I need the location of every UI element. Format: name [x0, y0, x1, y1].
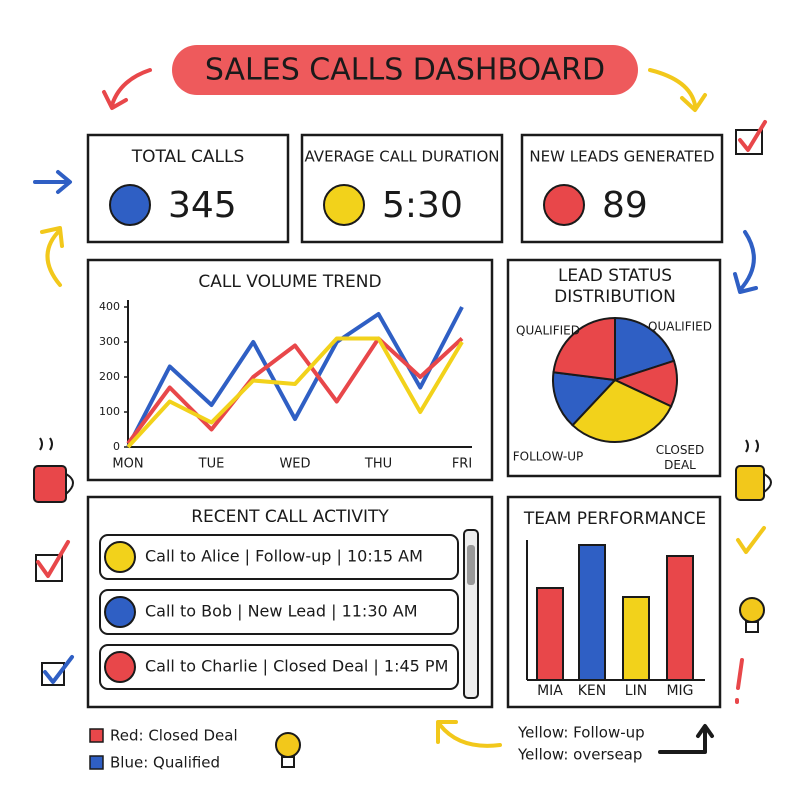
- activity-text: Call to Charlie | Closed Deal | 1:45 PM: [145, 657, 448, 676]
- pie-label-line: DEAL: [664, 458, 696, 472]
- pie-slice: [552, 371, 618, 427]
- kpi-icon: [323, 184, 365, 226]
- note-text: Red: Closed Deal: [110, 727, 238, 745]
- panel-title: TEAM PERFORMANCE: [523, 509, 706, 529]
- pie-slice: [552, 316, 616, 382]
- note-swatch: [89, 728, 104, 743]
- scroll-thumb[interactable]: [467, 545, 475, 585]
- activity-row: [99, 589, 459, 635]
- pie-label: QUALIFIED: [648, 320, 712, 334]
- activity-icon: [104, 541, 136, 573]
- x-tick-label: MIA: [537, 683, 563, 699]
- kpi-label: AVERAGE CALL DURATION: [305, 148, 500, 166]
- dashboard-title: SALES CALLS DASHBOARD: [205, 53, 605, 88]
- pie-label-line: CLOSED: [656, 443, 705, 457]
- x-tick-label: TUE: [198, 457, 225, 472]
- x-tick-label: MIG: [666, 683, 693, 699]
- bar: [666, 555, 694, 681]
- kpi-value: 345: [168, 185, 237, 226]
- activity-text: Call to Alice | Follow-up | 10:15 AM: [145, 547, 423, 566]
- line-panel: [86, 258, 494, 482]
- decorations: [33, 68, 772, 768]
- panel-title: CALL VOLUME TREND: [198, 272, 381, 292]
- x-tick-label: MON: [112, 457, 143, 472]
- kpi-icon: [543, 184, 585, 226]
- bar: [578, 544, 606, 681]
- kpi-value: 89: [602, 185, 648, 226]
- y-tick-label: 400: [99, 300, 120, 313]
- pie-label: CLOSED DEAL: [656, 443, 705, 472]
- activity-text: Call to Bob | New Lead | 11:30 AM: [145, 602, 418, 621]
- note-text: Yellow: Follow-up: [517, 724, 645, 742]
- kpi-label: NEW LEADS GENERATED: [529, 148, 714, 166]
- pie-label: QUALIFIED: [516, 324, 580, 338]
- note-text: Blue: Qualified: [110, 754, 220, 772]
- kpi-value: 5:30: [382, 185, 463, 226]
- x-tick-label: KEN: [578, 683, 607, 699]
- x-tick-label: LIN: [625, 683, 647, 699]
- bar: [622, 596, 650, 681]
- panel-title: RECENT CALL ACTIVITY: [191, 507, 389, 527]
- note-text: Yellow: overseap: [517, 746, 642, 764]
- kpi-icon: [109, 184, 151, 226]
- line-series: [126, 336, 464, 445]
- x-tick-label: WED: [279, 457, 310, 472]
- activity-row: [99, 644, 459, 690]
- note-swatch: [89, 755, 104, 770]
- bar: [536, 587, 564, 681]
- y-tick-label: 300: [99, 335, 120, 348]
- title-highlight: [172, 45, 638, 95]
- y-tick-label: 200: [99, 370, 120, 383]
- kpi-label: TOTAL CALLS: [131, 147, 245, 167]
- y-tick-label: 100: [99, 405, 120, 418]
- activity-icon: [104, 596, 136, 628]
- line-series: [126, 336, 464, 449]
- x-tick-label: THU: [364, 457, 392, 472]
- pie-slice: [571, 378, 673, 443]
- x-tick-label: FRI: [452, 457, 472, 472]
- activity-row: [99, 534, 459, 580]
- activity-icon: [104, 651, 136, 683]
- y-tick-label: 0: [113, 440, 120, 453]
- pie-slice: [614, 316, 676, 382]
- panel-title: LEAD STATUS DISTRIBUTION: [554, 266, 676, 307]
- pie-label: FOLLOW-UP: [513, 450, 583, 464]
